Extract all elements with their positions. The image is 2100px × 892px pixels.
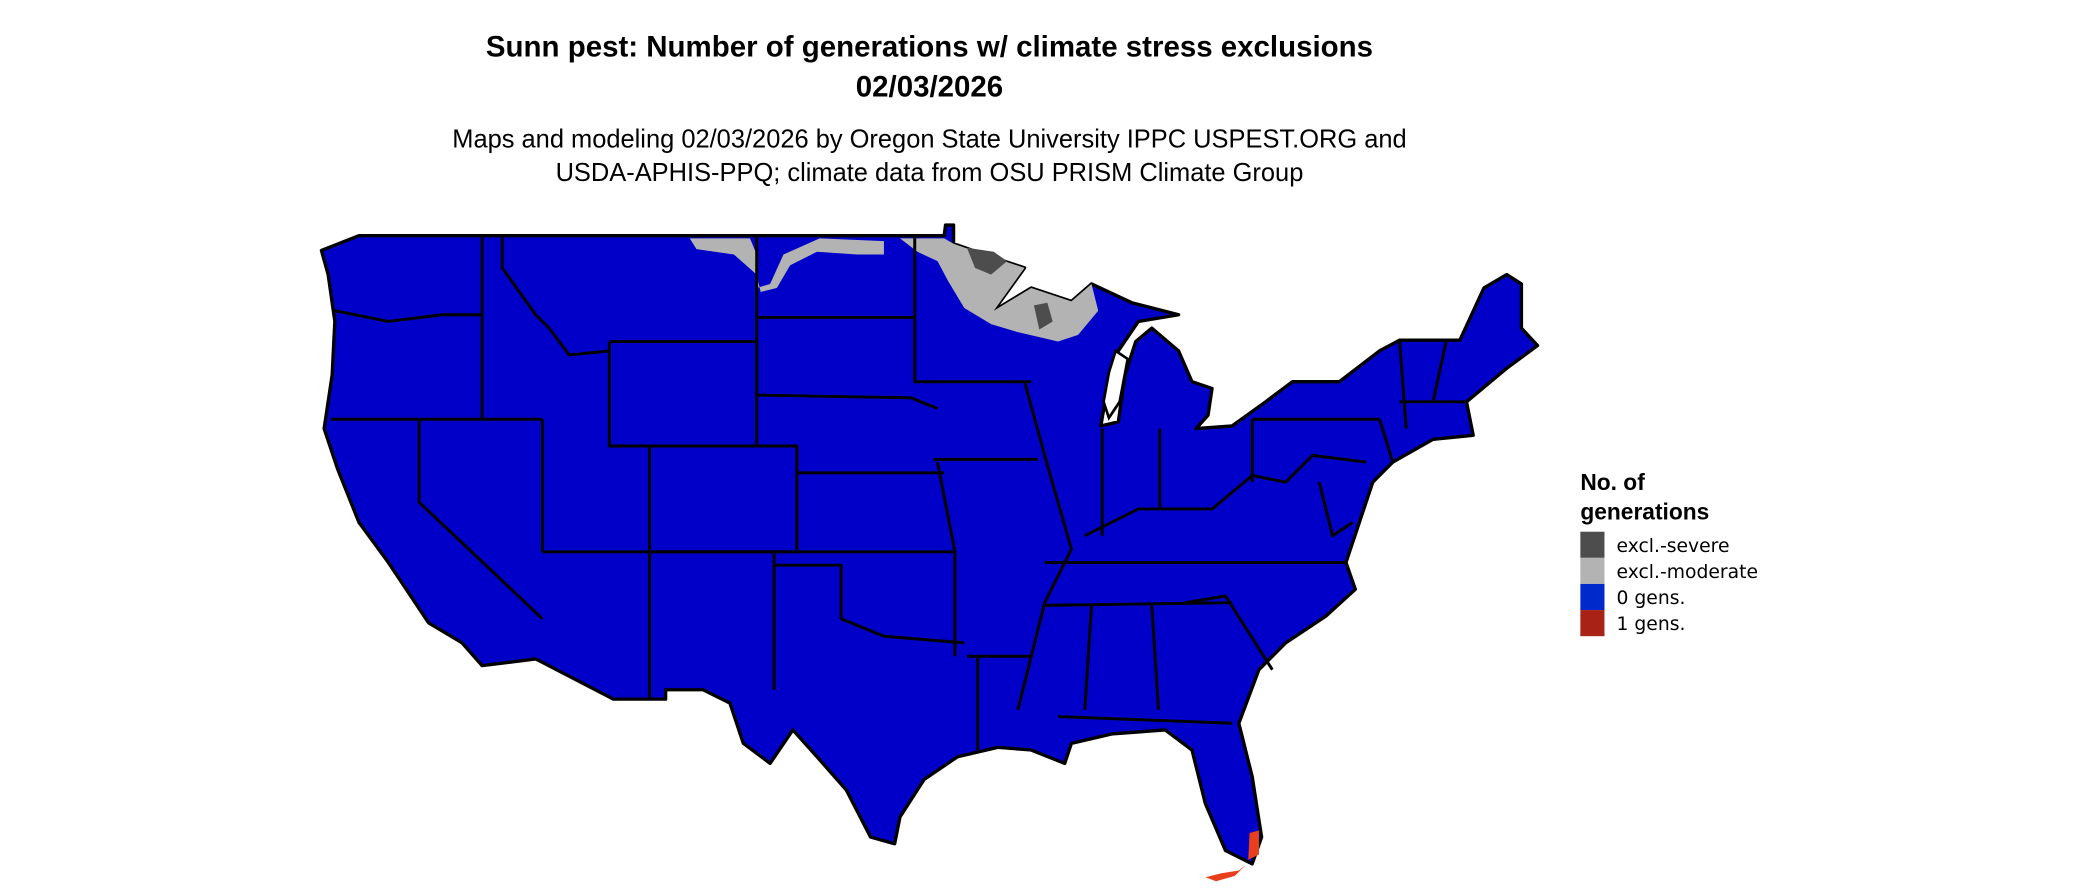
state-boundaries xyxy=(330,235,1467,751)
lake-michigan xyxy=(1102,348,1130,421)
legend-swatch xyxy=(1580,531,1605,558)
legend: No. of generations excl.-severe excl.-mod… xyxy=(1580,469,1758,637)
map-subtitle-line1: Maps and modeling 02/03/2026 by Oregon S… xyxy=(452,125,1406,153)
legend-title-line1: No. of xyxy=(1580,469,1645,495)
legend-label: 1 gens. xyxy=(1617,614,1686,635)
severe-exclusion-region xyxy=(966,247,1053,330)
us-outline xyxy=(319,223,1540,866)
one-generation-region xyxy=(1205,830,1259,882)
legend-title-line2: generations xyxy=(1580,499,1709,525)
legend-swatch xyxy=(1580,610,1605,637)
map-title-line2: 02/03/2026 xyxy=(856,70,1003,103)
legend-label: excl.-severe xyxy=(1617,536,1730,557)
legend-label: 0 gens. xyxy=(1617,588,1686,609)
legend-swatch xyxy=(1580,557,1605,584)
legend-label: excl.-moderate xyxy=(1617,562,1758,583)
us-map xyxy=(319,223,1540,882)
map-subtitle-line2: USDA-APHIS-PPQ; climate data from OSU PR… xyxy=(556,159,1304,187)
map-title-line1: Sunn pest: Number of generations w/ clim… xyxy=(486,30,1373,63)
legend-swatch xyxy=(1580,583,1605,611)
